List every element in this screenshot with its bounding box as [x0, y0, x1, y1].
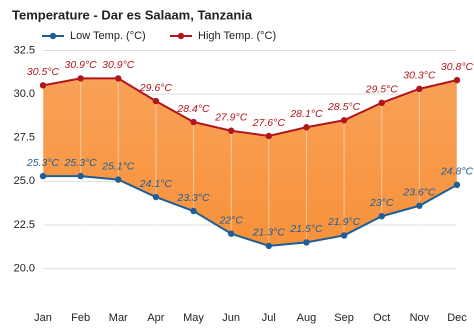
data-point [453, 181, 461, 189]
data-point [190, 118, 197, 126]
legend-marker [177, 32, 185, 40]
data-label: 29.6°C [139, 82, 173, 94]
data-label: 30.9°C [102, 59, 135, 71]
x-tick-label: Nov [410, 312, 430, 324]
data-label: 27.9°C [214, 112, 248, 124]
data-point [115, 176, 122, 183]
y-tick-label: 22.5 [14, 219, 35, 231]
series-line [42, 77, 458, 137]
x-tick-label: Jun [222, 312, 240, 324]
series-line [43, 175, 458, 247]
x-tick-label: Jul [262, 312, 276, 324]
y-tick-label: 30.0 [14, 88, 35, 100]
x-tick-label: Oct [373, 312, 390, 324]
data-label: 21.3°C [252, 227, 286, 239]
x-tick-label: Feb [71, 312, 90, 324]
data-label: 28.4°C [176, 103, 210, 115]
data-label: 30.3°C [403, 70, 436, 82]
legend-label: High Temp. (°C) [198, 30, 276, 42]
data-point [265, 242, 273, 250]
data-point [340, 232, 348, 239]
y-tick-label: 20.0 [14, 262, 35, 274]
data-point [152, 193, 160, 201]
chart-title: Temperature - Dar es Salaam, Tanzania [12, 7, 253, 22]
data-label: 23.3°C [176, 192, 210, 204]
data-label: 28.5°C [327, 101, 361, 113]
data-point [265, 132, 273, 140]
data-label: 30.8°C [441, 61, 474, 73]
x-tick-label: Sep [334, 312, 354, 324]
x-tick-label: Jan [34, 312, 52, 324]
data-label: 30.5°C [27, 66, 60, 78]
data-label: 30.9°C [65, 59, 98, 71]
data-point [378, 99, 385, 107]
data-point [227, 230, 235, 237]
y-tick-label: 27.5 [14, 132, 35, 144]
data-label: 23°C [369, 197, 394, 209]
data-label: 28.1°C [289, 108, 323, 120]
data-point [416, 85, 423, 93]
data-label: 24.8°C [440, 166, 474, 178]
data-point [416, 202, 423, 209]
x-tick-label: Mar [109, 312, 128, 324]
data-point [340, 117, 348, 124]
data-point [378, 213, 385, 220]
data-point [303, 124, 310, 131]
data-label: 23.6°C [402, 187, 436, 199]
y-tick-label: 32.5 [14, 44, 35, 56]
data-label: 29.5°C [365, 84, 399, 96]
data-label: 25.3°C [26, 157, 60, 169]
data-point [39, 172, 47, 180]
data-point [77, 75, 84, 82]
range-band [43, 78, 457, 246]
data-point [152, 97, 160, 105]
data-label: 27.6°C [252, 117, 286, 129]
data-point [39, 82, 47, 89]
data-label: 25.1°C [101, 160, 135, 172]
data-label: 21.5°C [289, 223, 323, 235]
x-tick-label: Aug [297, 312, 317, 324]
data-point [227, 127, 235, 134]
x-tick-label: May [183, 312, 204, 324]
data-point [190, 207, 197, 215]
x-tick-label: Apr [147, 312, 164, 324]
data-point [115, 75, 122, 82]
y-tick-label: 25.0 [14, 175, 35, 187]
legend-marker [49, 32, 57, 40]
legend-label: Low Temp. (°C) [70, 30, 146, 42]
data-label: 25.3°C [64, 157, 98, 169]
x-tick-label: Dec [447, 312, 467, 324]
data-label: 22°C [218, 214, 243, 226]
data-label: 21.9°C [327, 216, 361, 228]
data-point [77, 172, 84, 180]
data-point [453, 76, 461, 84]
legend: Low Temp. (°C) High Temp. (°C) [42, 30, 276, 42]
data-label: 24.1°C [139, 178, 173, 190]
data-point [303, 239, 310, 246]
